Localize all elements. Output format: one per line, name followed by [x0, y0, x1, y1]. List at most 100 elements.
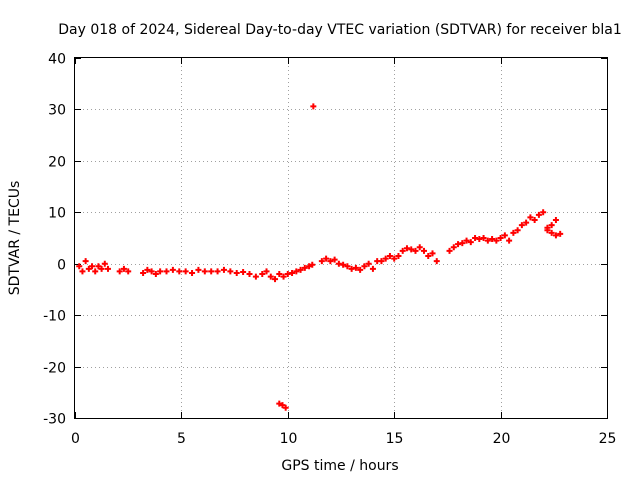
data-point [98, 265, 105, 272]
data-point [369, 265, 376, 272]
data-point [82, 258, 89, 265]
data-point [116, 268, 123, 275]
chart-title: Day 018 of 2024, Sidereal Day-to-day VTE… [58, 22, 621, 38]
data-point [310, 103, 317, 110]
data-point [493, 237, 500, 244]
x-tick-label: 5 [177, 431, 186, 447]
data-point [95, 263, 102, 270]
data-point [182, 268, 189, 275]
data-point [214, 268, 221, 275]
data-point [220, 266, 227, 273]
data-point [240, 268, 247, 275]
data-point [293, 268, 300, 275]
y-tick-label: 10 [48, 206, 66, 222]
data-point [386, 253, 393, 259]
data-point [340, 261, 347, 268]
data-point [344, 263, 351, 270]
data-point [552, 232, 559, 239]
data-point [455, 241, 462, 248]
data-point [327, 258, 334, 265]
data-point [282, 404, 289, 411]
data-points [76, 103, 564, 411]
data-point [429, 250, 436, 257]
data-point [425, 253, 432, 259]
data-point [552, 217, 559, 223]
y-tick-label: -10 [43, 309, 66, 325]
data-point [548, 222, 555, 229]
y-tick-label: -30 [43, 412, 66, 428]
data-point [335, 260, 342, 267]
data-point [189, 269, 196, 276]
data-point [101, 260, 108, 267]
data-point [518, 222, 525, 229]
data-point [408, 246, 415, 253]
data-point [92, 268, 99, 275]
data-point [233, 269, 240, 276]
data-point [361, 263, 368, 270]
x-tick-label: 25 [599, 431, 617, 447]
data-point [306, 263, 313, 270]
data-point [484, 237, 491, 244]
data-point [152, 271, 159, 277]
data-point [289, 269, 296, 276]
data-point [523, 219, 530, 226]
data-point [395, 253, 402, 259]
data-point [420, 247, 427, 254]
data-point [309, 261, 316, 268]
data-point [365, 260, 372, 267]
data-point [140, 269, 147, 276]
data-point [544, 227, 551, 234]
data-point [276, 400, 283, 407]
data-point [540, 209, 547, 216]
data-point [276, 271, 283, 277]
data-point [535, 211, 542, 218]
data-point [527, 214, 534, 221]
y-tick-label: 40 [48, 52, 66, 68]
data-point [382, 255, 389, 262]
data-point [506, 237, 513, 244]
data-point [125, 268, 132, 275]
x-tick-label: 20 [493, 431, 511, 447]
data-point [531, 217, 538, 223]
data-point [450, 244, 457, 251]
data-point [120, 265, 127, 272]
data-point [144, 266, 151, 273]
data-point [297, 266, 304, 273]
data-point [446, 247, 453, 254]
data-point [246, 271, 253, 277]
data-point [79, 268, 86, 275]
data-point [263, 268, 270, 275]
data-point [399, 247, 406, 254]
data-point [459, 240, 466, 247]
data-point [548, 229, 555, 236]
data-point [157, 268, 164, 275]
data-point [272, 276, 279, 283]
data-point [280, 273, 287, 280]
ticks-layer [75, 58, 608, 419]
data-point [514, 227, 521, 234]
x-tick-label: 0 [71, 431, 80, 447]
data-point [557, 230, 564, 237]
y-tick-label: -20 [43, 361, 66, 377]
data-point [323, 255, 330, 262]
data-point [476, 236, 483, 243]
data-point [497, 235, 504, 241]
data-point [352, 264, 359, 271]
x-tick-label: 15 [386, 431, 404, 447]
data-point [195, 266, 202, 273]
x-tick-labels: 0 5 10 15 20 25 [71, 431, 616, 447]
data-point [357, 266, 364, 273]
data-point [259, 271, 266, 277]
data-point [416, 244, 423, 251]
data-point [412, 247, 419, 254]
data-point [227, 268, 234, 275]
data-point [510, 229, 517, 236]
data-point [472, 235, 479, 241]
x-tick-label: 10 [280, 431, 298, 447]
data-point [76, 263, 83, 270]
data-point [331, 256, 338, 263]
data-point [169, 266, 176, 273]
data-point [89, 263, 96, 270]
data-point [391, 255, 398, 262]
